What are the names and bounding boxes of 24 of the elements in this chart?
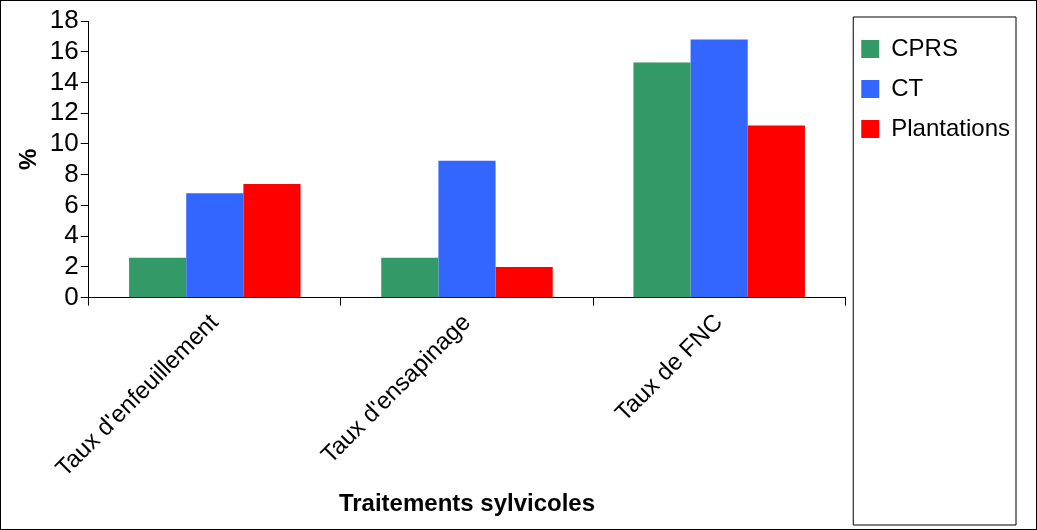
bar [690,39,748,298]
y-tick-label: 0 [64,280,79,311]
y-tick-label: 4 [64,219,79,250]
bar [438,160,496,298]
y-tick-label: 12 [49,96,79,127]
y-axis-title: % [14,148,42,170]
y-tick-label: 10 [49,127,79,158]
y-tick-label: 6 [64,188,79,219]
legend-label: CPRS [891,33,958,61]
y-tick-label: 2 [64,250,79,281]
bar [747,125,805,298]
y-tick-label: 8 [64,157,79,188]
bar [381,257,439,298]
x-axis-title: Traitements sylvicoles [338,489,596,517]
bar [495,266,553,298]
y-tick-label: 16 [49,34,79,65]
y-tick-label: 18 [49,4,79,35]
bar [633,62,691,298]
legend-label: CT [891,73,924,101]
bar [243,183,301,298]
y-tick-label: 14 [49,65,79,96]
legend-label: Plantations [891,113,1010,141]
bar [129,257,187,298]
bar [186,193,244,298]
